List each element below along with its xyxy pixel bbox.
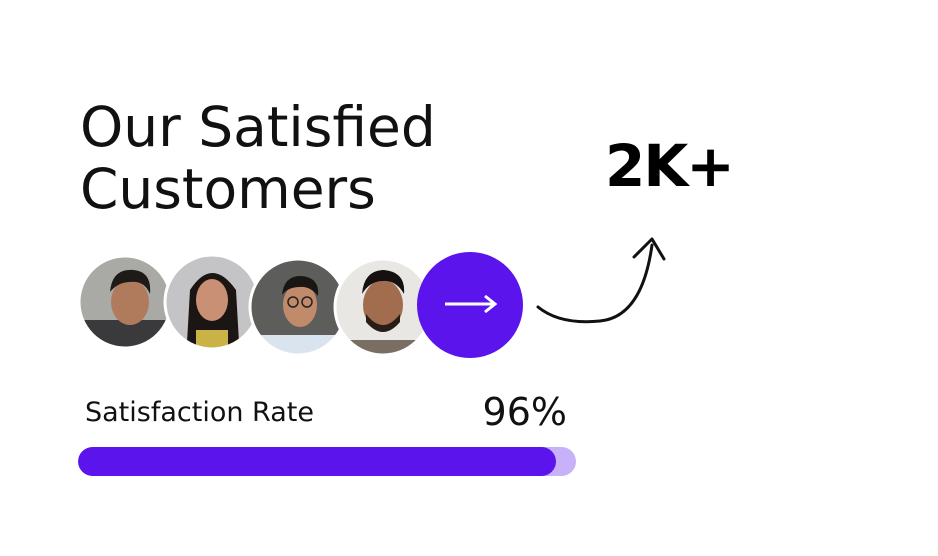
avatar bbox=[250, 259, 346, 355]
curved-arrow bbox=[536, 237, 666, 324]
arrow-icon bbox=[445, 294, 498, 314]
progress-fill bbox=[78, 447, 557, 476]
progress-track bbox=[78, 447, 576, 476]
stat: 2K+ bbox=[605, 132, 735, 200]
avatar-group bbox=[78, 253, 428, 357]
arrow-button[interactable] bbox=[417, 252, 523, 358]
title: Our Satisfied Customers bbox=[80, 95, 436, 221]
avatar bbox=[335, 259, 428, 355]
avatar bbox=[79, 256, 171, 348]
avatar bbox=[165, 255, 259, 349]
progress-label: Satisfaction Rate bbox=[85, 397, 314, 428]
progress-value: 96% bbox=[482, 390, 567, 434]
